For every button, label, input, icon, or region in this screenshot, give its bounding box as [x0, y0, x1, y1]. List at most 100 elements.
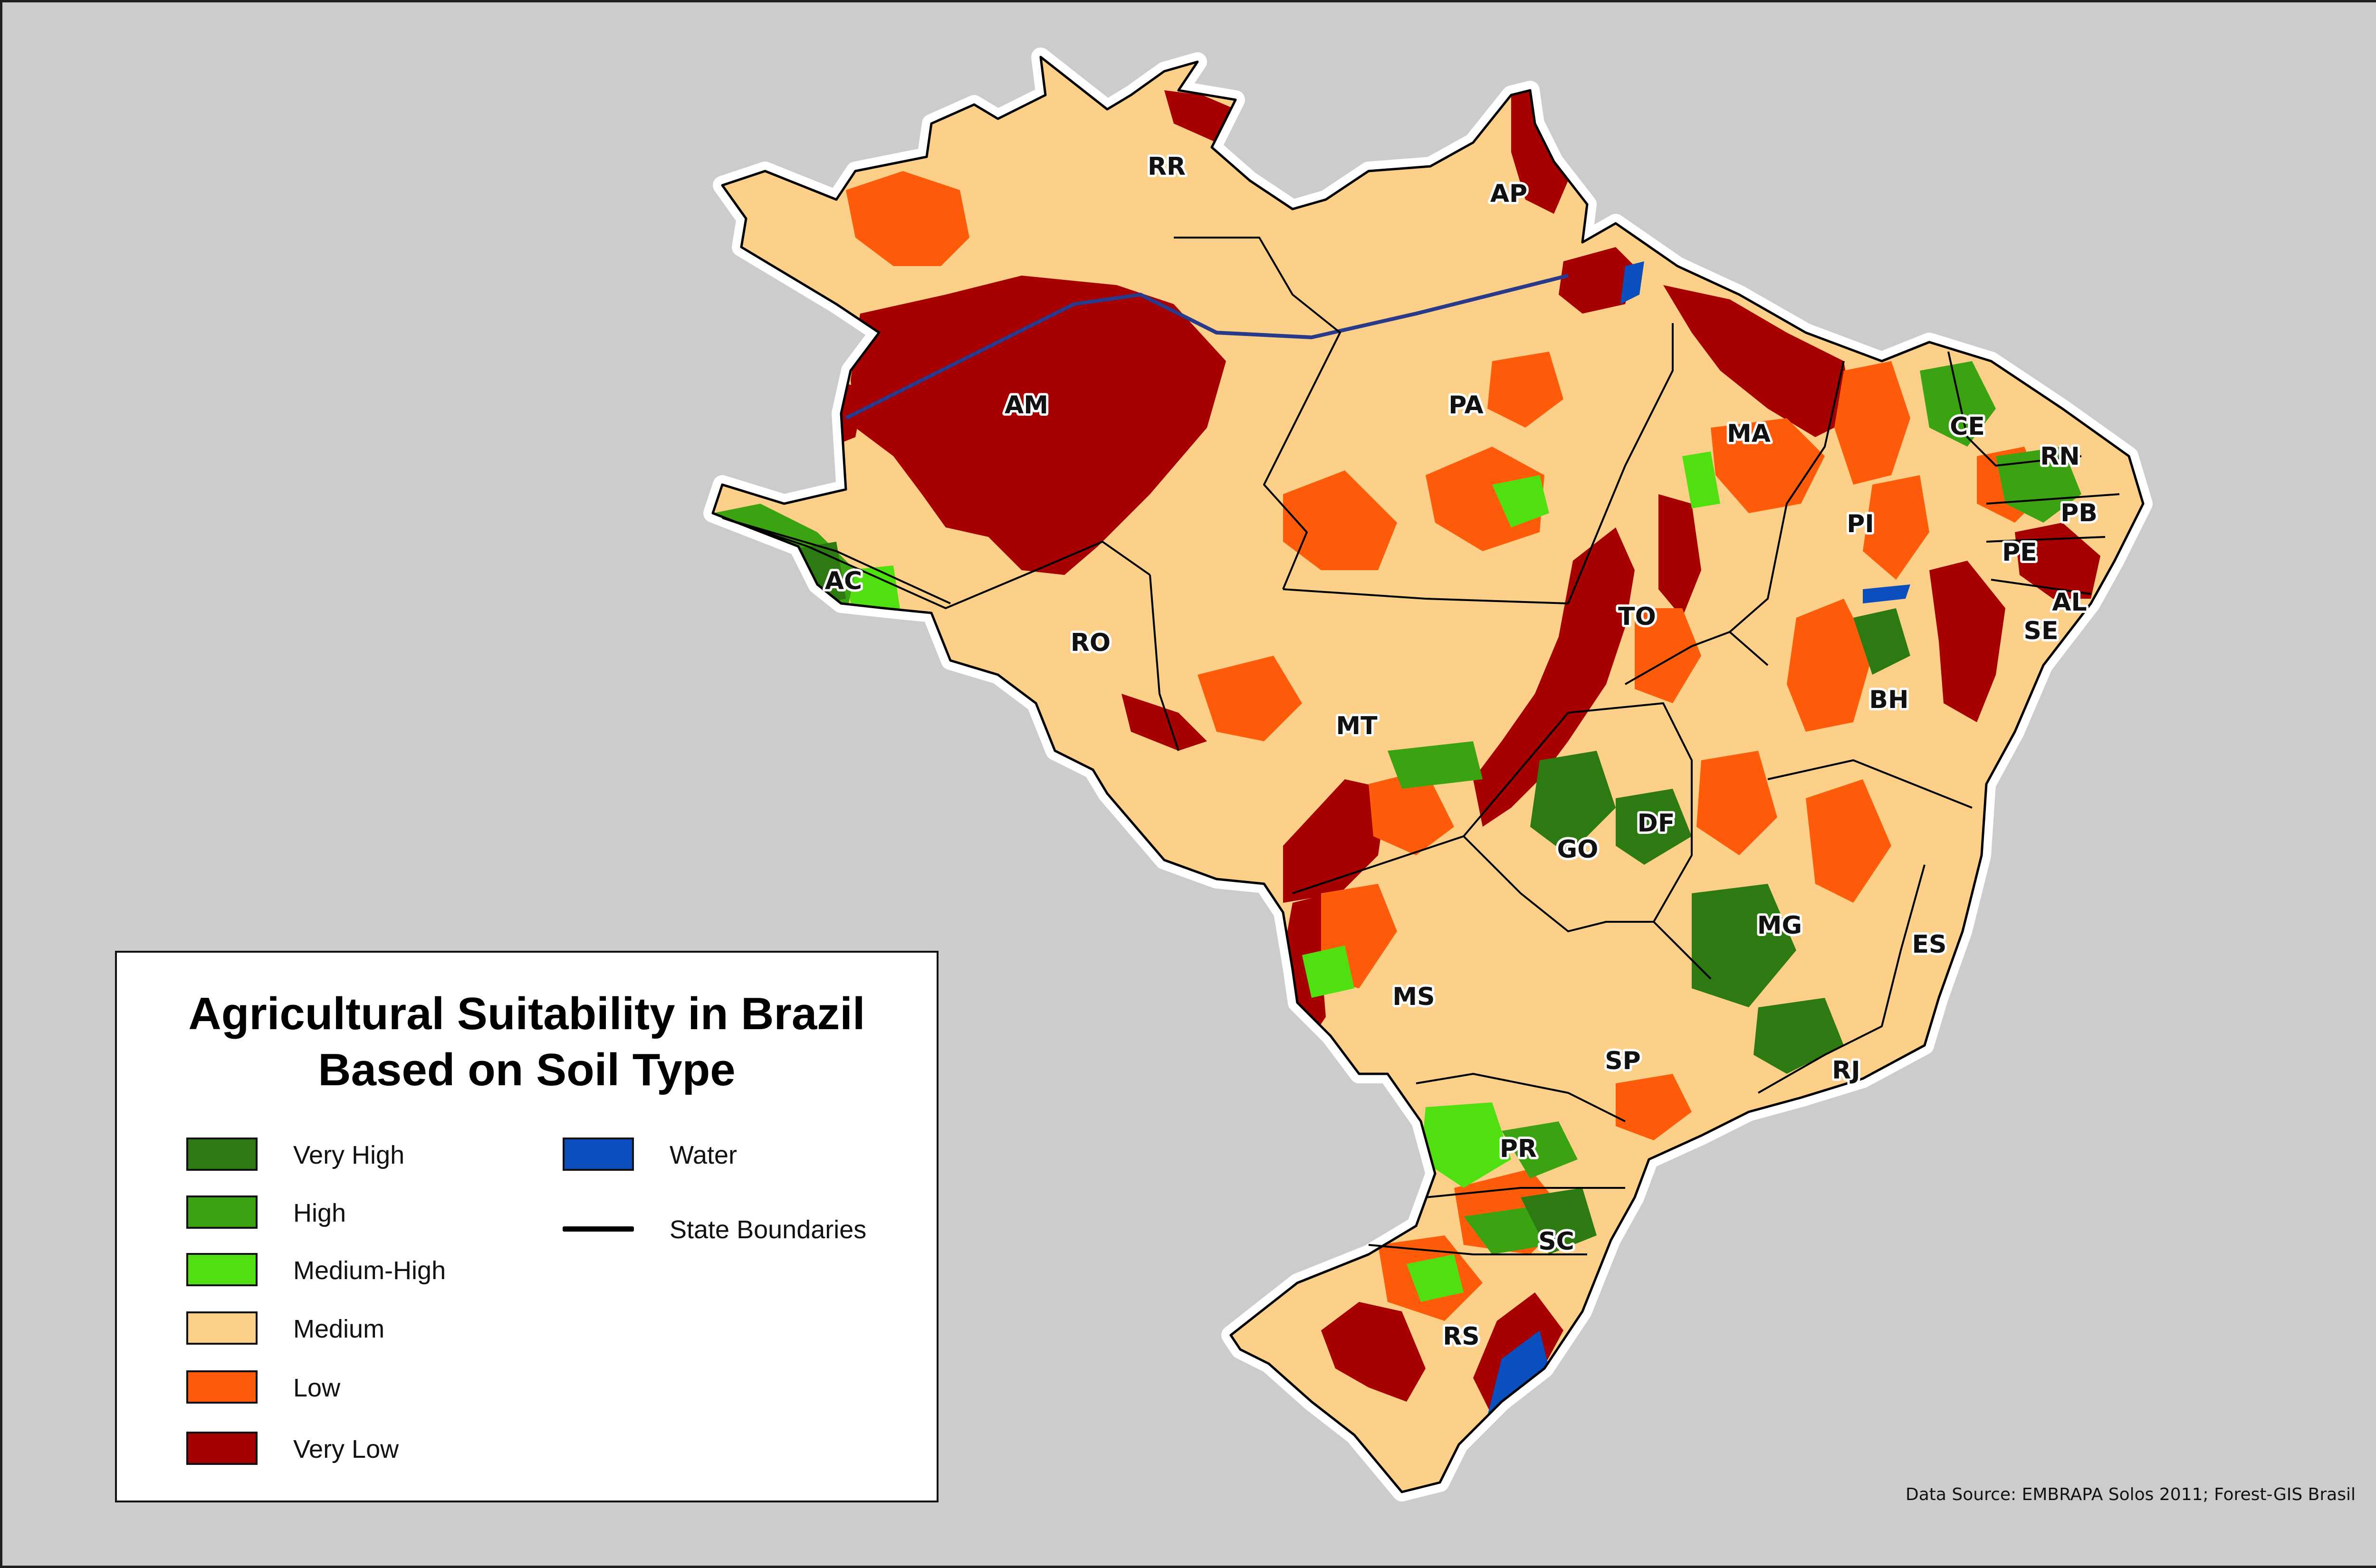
low-zone-go — [1369, 770, 1454, 855]
low-zone-mg-east — [1806, 779, 1891, 903]
water-body-amazon-mouth — [1620, 261, 1644, 304]
medium-high-zone-ms — [1302, 946, 1354, 998]
high-zone-ce — [1920, 361, 1996, 447]
very-low-zone-ne-coast — [2015, 523, 2100, 599]
state-label-rn: RN — [2040, 442, 2080, 471]
legend-swatch-medium — [186, 1311, 258, 1345]
very-low-zone-ma-coast — [1663, 285, 1853, 437]
very-low-zone-mt-south — [1283, 779, 1388, 903]
state-boundary-ac-am-diagonal — [722, 517, 951, 604]
state-label-es: ES — [1912, 930, 1947, 959]
very-high-zone-go — [1530, 751, 1616, 855]
legend-label-very-low: Very Low — [293, 1435, 399, 1463]
low-zone-sp — [1616, 1074, 1692, 1140]
very-high-zone-go-east — [1616, 789, 1692, 865]
state-label-ce: CE — [1950, 412, 1985, 441]
state-label-pr: PR — [1500, 1135, 1537, 1163]
legend-label-medium: Medium — [293, 1315, 385, 1343]
legend-panel: Agricultural Suitability in Brazil Based… — [115, 951, 939, 1502]
state-label-ac: AC — [825, 567, 862, 595]
state-label-bh: BH — [1869, 686, 1908, 714]
state-label-sc: SC — [1538, 1227, 1574, 1256]
very-high-zone-bh — [1853, 608, 1910, 675]
high-zone-ne — [1996, 447, 2081, 523]
state-label-pe: PE — [2002, 538, 2037, 567]
low-zone-pi-east — [1863, 475, 1929, 580]
legend-swatch-very-high — [186, 1138, 258, 1171]
low-zone-pi — [1834, 361, 1910, 485]
medium-high-zone-pa — [1492, 475, 1549, 527]
amazon-river — [845, 274, 1569, 420]
map-title-line-2: Based on Soil Type — [318, 1044, 736, 1095]
very-low-zone-to-south — [1506, 689, 1563, 779]
state-boundary-am-ac-ro — [722, 517, 1151, 609]
state-label-se: SE — [2024, 617, 2059, 645]
state-boundary-am-pa — [1174, 237, 1341, 590]
water-body-patos-lagoon — [1487, 1330, 1549, 1421]
low-zone-mt-central — [1198, 656, 1302, 741]
state-label-al: AL — [2052, 588, 2087, 617]
low-zone-to — [1635, 608, 1701, 703]
legend-label-medium-high: Medium-High — [293, 1256, 446, 1285]
medium-high-zone-rs — [1407, 1254, 1464, 1302]
medium-high-zone-ma — [1682, 451, 1720, 508]
state-label-rr: RR — [1148, 153, 1186, 181]
state-label-ms: MS — [1392, 983, 1435, 1011]
state-label-go: GO — [1557, 835, 1599, 864]
legend-swatch-very-low — [186, 1432, 258, 1465]
very-low-zone-ma-inland — [1658, 494, 1701, 618]
very-high-zone-mg-sp — [1753, 998, 1844, 1074]
legend-label-very-high: Very High — [293, 1141, 405, 1169]
state-label-rj: RJ — [1832, 1056, 1860, 1085]
very-low-zone-marajo — [1559, 247, 1635, 314]
very-low-zone-to — [1473, 527, 1635, 827]
low-zone-pa — [1487, 352, 1563, 428]
legend-swatch-medium-high — [186, 1253, 258, 1286]
very-high-zone-sc — [1521, 1188, 1597, 1254]
legend-label-low: Low — [293, 1374, 341, 1402]
legend-label-state-boundaries: State Boundaries — [670, 1215, 867, 1244]
state-boundary-pr-sc — [1425, 1187, 1625, 1198]
state-label-df: DF — [1638, 809, 1675, 838]
state-boundary-pa-to-ma — [1567, 323, 1674, 604]
very-low-zone-rs — [1321, 1302, 1426, 1402]
high-zone-sc — [1464, 1207, 1549, 1254]
low-zone-bh — [1787, 599, 1872, 732]
state-boundary-ms-sp — [1463, 835, 1712, 980]
legend-label-water: Water — [670, 1141, 738, 1169]
state-label-to: TO — [1618, 602, 1656, 631]
state-label-ma: MA — [1727, 420, 1771, 448]
state-label-mg: MG — [1757, 911, 1802, 940]
low-zone-mg-west — [1696, 751, 1777, 855]
legend-line-state-boundaries — [563, 1226, 634, 1232]
state-label-pa: PA — [1448, 391, 1484, 420]
map-title: Agricultural Suitability in Brazil Based… — [117, 986, 937, 1098]
state-boundary-pa-mt — [1283, 588, 1569, 604]
state-boundary-mg-bh — [1767, 759, 1973, 809]
state-label-rs: RS — [1443, 1322, 1480, 1351]
high-zone-pr — [1502, 1121, 1578, 1178]
medium-high-zone-pr — [1421, 1102, 1511, 1188]
state-boundary-ro-mt — [1149, 574, 1179, 751]
legend-swatch-water — [563, 1138, 634, 1171]
map-title-line-1: Agricultural Suitability in Brazil — [188, 988, 865, 1039]
water-body-sobradinho — [1863, 584, 1910, 603]
state-label-am: AM — [1005, 391, 1048, 420]
state-boundary-mg-es-rj — [1758, 864, 1926, 1094]
state-label-mt: MT — [1336, 712, 1378, 740]
state-label-ro: RO — [1071, 629, 1111, 657]
state-boundary-sc-rs — [1368, 1244, 1587, 1255]
state-label-pi: PI — [1847, 510, 1874, 538]
very-low-zone-bh — [1929, 561, 2005, 722]
state-boundary-ne-states — [1947, 351, 2120, 595]
state-boundary-to-bh — [1625, 631, 1769, 685]
state-boundary-sp-pr — [1416, 1073, 1626, 1122]
state-label-pb: PB — [2060, 499, 2098, 527]
data-source-note: Data Source: EMBRAPA Solos 2011; Forest-… — [1906, 1485, 2356, 1504]
very-low-zone-am — [851, 276, 1226, 575]
very-low-zone-ro — [1121, 694, 1207, 751]
legend-swatch-low — [186, 1370, 258, 1404]
state-boundary-go-mg — [1568, 702, 1693, 922]
